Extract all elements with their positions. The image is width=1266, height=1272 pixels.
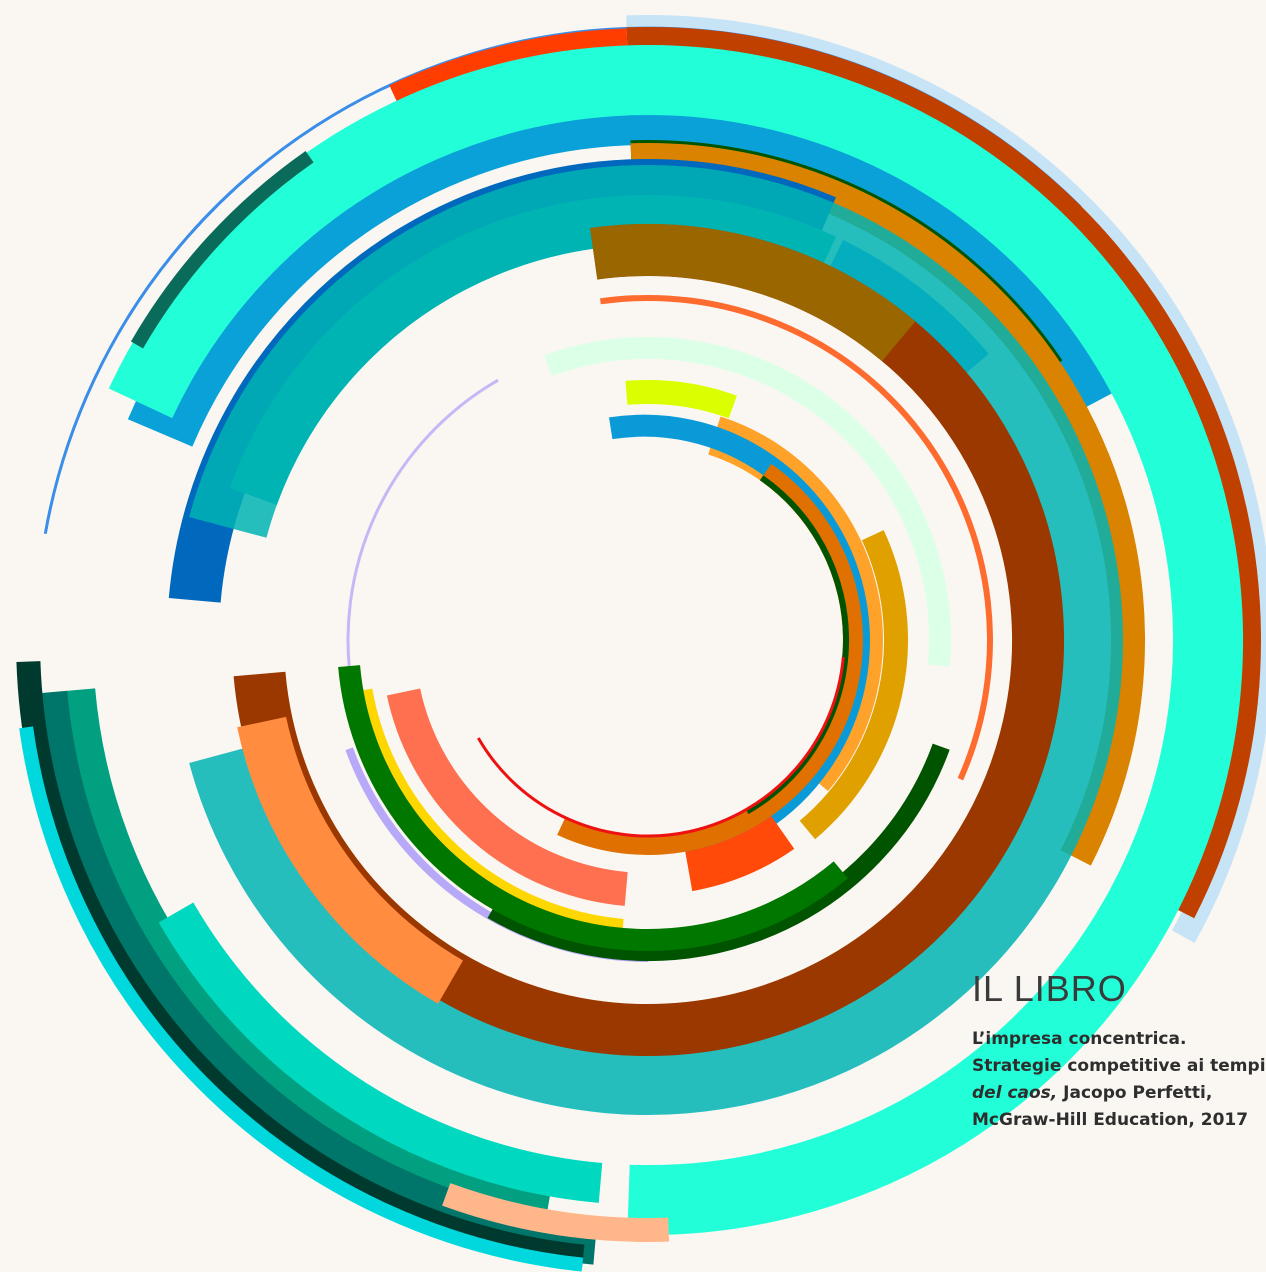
- decorative-arc: [65, 688, 552, 1217]
- decorative-arc: [158, 902, 603, 1203]
- book-title-line-1: L’impresa concentrica.: [972, 1029, 1187, 1049]
- book-title-line-3: del caos,: [972, 1083, 1058, 1103]
- decorative-arc: [442, 1183, 670, 1242]
- book-publisher: McGraw-Hill Education, 2017: [972, 1110, 1249, 1130]
- decorative-arc: [625, 379, 737, 419]
- book-author: Jacopo Perfetti,: [1057, 1083, 1213, 1103]
- decorative-arc: [626, 27, 1261, 919]
- decorative-arc: [189, 165, 1123, 1115]
- section-title: IL LIBRO: [972, 968, 1127, 1009]
- decorative-arc: [338, 665, 848, 951]
- decorative-arc: [745, 475, 850, 815]
- decorative-arc: [599, 294, 993, 781]
- decorative-arc: [23, 690, 598, 1265]
- book-title-line-2: Strategie competitive ai tempi: [972, 1056, 1266, 1076]
- decorative-arc: [544, 337, 951, 667]
- decorative-arc: [590, 224, 916, 362]
- decorative-arc: [477, 656, 845, 838]
- decorative-arc: [386, 688, 628, 906]
- decorative-arc: [237, 716, 464, 1004]
- decorative-arc: [487, 743, 950, 962]
- decorative-arc: [108, 45, 1243, 1236]
- decorative-arc: [16, 661, 585, 1269]
- decorative-arc: [799, 530, 908, 840]
- decorative-arc: [557, 463, 863, 855]
- decorative-arc: [130, 150, 314, 349]
- book-caption: IL LIBRO L’impresa concentrica. Strategi…: [972, 968, 1266, 1134]
- decorative-arc: [389, 28, 628, 108]
- decorative-arc: [346, 378, 499, 693]
- decorative-arc: [684, 815, 795, 892]
- decorative-arc: [19, 726, 584, 1272]
- book-author-line: del caos, Jacopo Perfetti,: [972, 1080, 1266, 1107]
